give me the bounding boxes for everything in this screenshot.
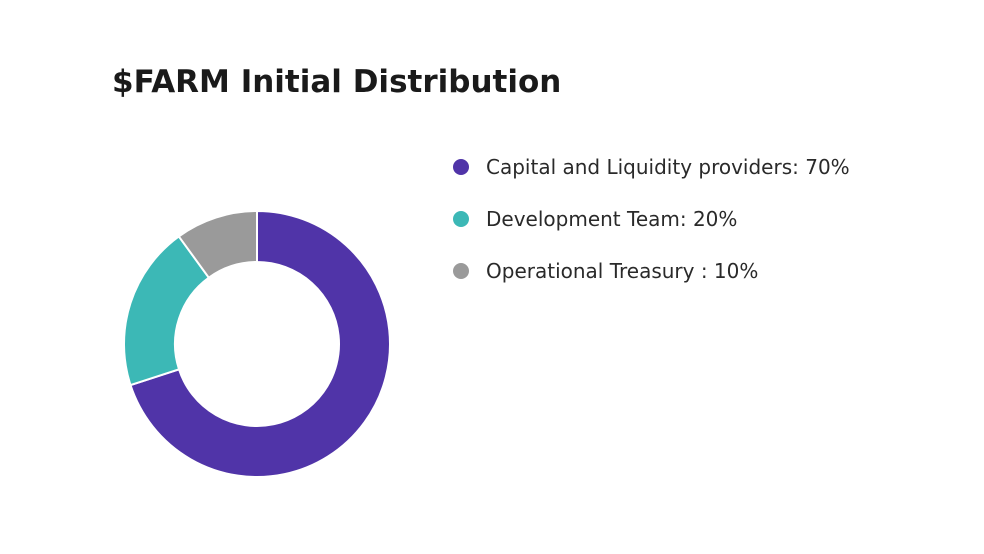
- legend-color-dot: [453, 159, 469, 175]
- legend-label: Operational Treasury : 10%: [486, 259, 759, 283]
- legend-label: Development Team: 20%: [486, 207, 738, 231]
- legend-item-3: Operational Treasury : 10%: [453, 256, 850, 286]
- legend-color-dot: [453, 211, 469, 227]
- legend-item-2: Development Team: 20%: [453, 204, 850, 234]
- legend-label: Capital and Liquidity providers: 70%: [486, 155, 850, 179]
- donut-slice-3: [177, 209, 258, 280]
- legend-color-dot: [453, 263, 469, 279]
- chart-legend: Capital and Liquidity providers: 70% Deve…: [453, 152, 850, 308]
- donut-slice-1: [129, 209, 391, 478]
- legend-item-1: Capital and Liquidity providers: 70%: [453, 152, 850, 182]
- chart-title: $FARM Initial Distribution: [112, 64, 562, 100]
